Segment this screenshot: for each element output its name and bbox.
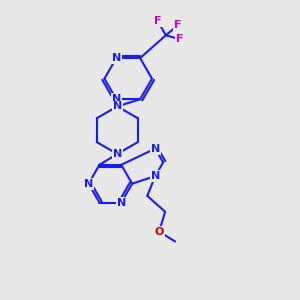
- Text: F: F: [174, 20, 182, 30]
- Text: N: N: [113, 149, 122, 159]
- Text: N: N: [151, 171, 160, 181]
- Text: O: O: [154, 226, 164, 237]
- Text: N: N: [112, 53, 121, 63]
- Text: N: N: [117, 198, 126, 208]
- Text: F: F: [154, 16, 162, 26]
- Text: N: N: [84, 179, 93, 189]
- Text: N: N: [113, 101, 122, 111]
- Text: F: F: [176, 34, 184, 44]
- Text: N: N: [112, 94, 121, 104]
- Text: N: N: [151, 144, 160, 154]
